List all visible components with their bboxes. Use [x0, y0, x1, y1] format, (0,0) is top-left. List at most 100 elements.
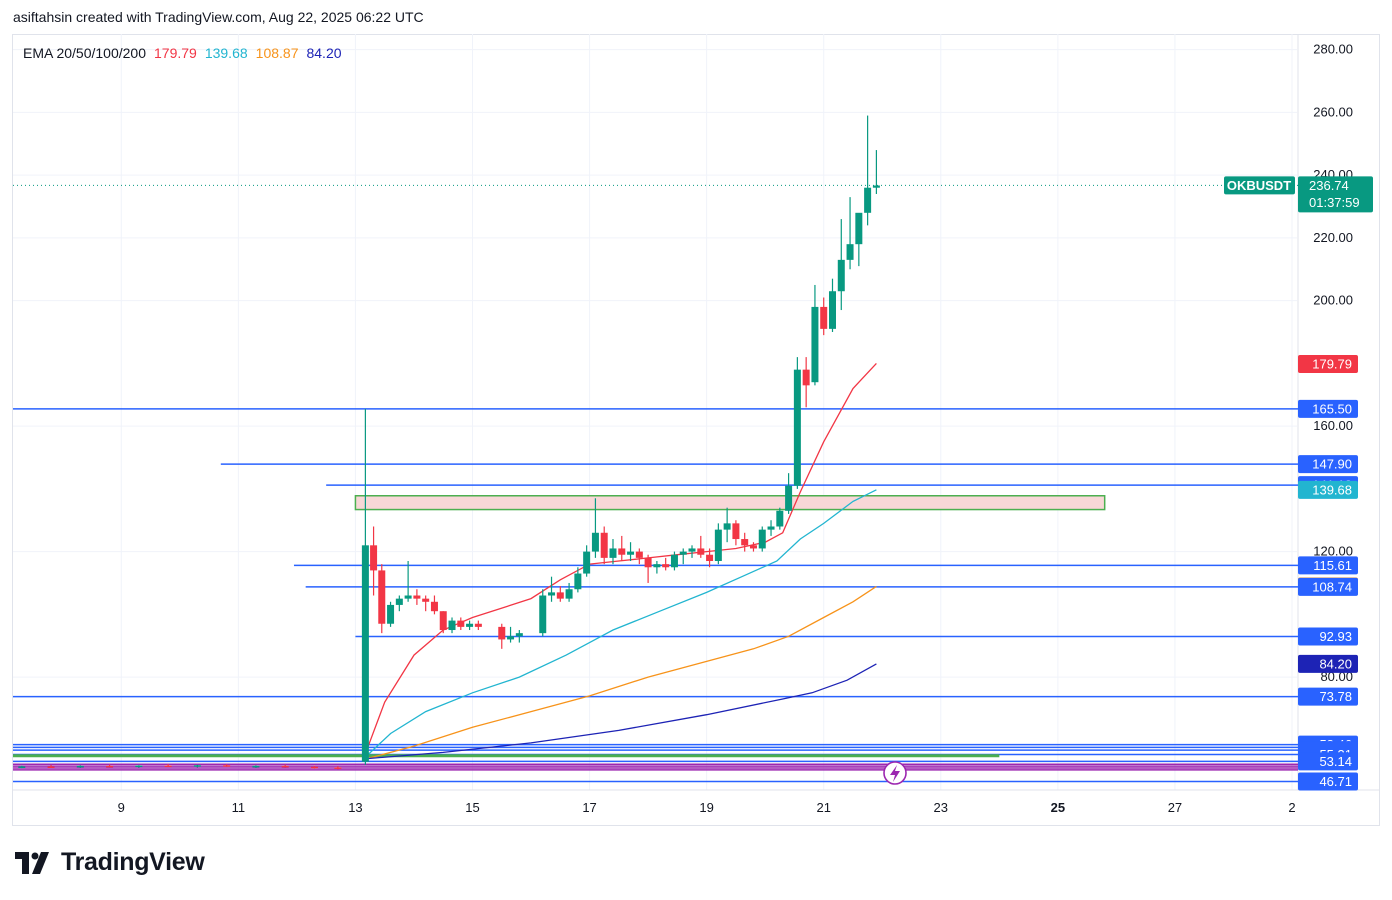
price-tag: 46.71 — [1298, 772, 1358, 791]
ema-line — [366, 585, 877, 760]
chart-credit: asiftahsin created with TradingView.com,… — [13, 9, 424, 25]
ema20-value: 179.79 — [154, 45, 197, 61]
price-axis: 280.00260.00240.00220.00200.00160.00120.… — [1313, 42, 1353, 684]
resistance-zone — [354, 495, 1106, 511]
candle — [556, 586, 564, 602]
price-tick-label: 280.00 — [1313, 42, 1353, 57]
candle — [600, 526, 608, 565]
price-tag-bg — [1298, 355, 1358, 374]
candle — [670, 551, 678, 571]
candle — [378, 564, 386, 634]
candle — [193, 764, 201, 768]
flash-icon[interactable] — [883, 761, 907, 785]
candle-body — [741, 539, 749, 546]
candle-body — [565, 589, 573, 599]
candle-body — [548, 592, 556, 596]
horizontal-lines — [13, 184, 1298, 783]
price-tag-bg — [1298, 399, 1358, 418]
price-tag-bg — [1298, 577, 1358, 596]
candle — [802, 357, 810, 408]
candle — [223, 764, 231, 767]
price-tick-label: 160.00 — [1313, 418, 1353, 433]
candle-body — [583, 551, 591, 574]
price-tag: 165.50 — [1298, 399, 1358, 418]
flash-icon-bolt — [890, 765, 900, 782]
candle-body — [723, 523, 731, 530]
time-tick-label: 15 — [465, 800, 479, 815]
price-tags: 179.79165.50147.90141.18139.68115.61108.… — [1298, 355, 1358, 791]
price-tag-label: 139.68 — [1312, 482, 1352, 497]
chart-panel[interactable] — [12, 34, 1380, 826]
tradingview-logo-icon — [15, 851, 53, 874]
candle-body — [662, 564, 670, 568]
candle — [539, 589, 547, 637]
ema200-value: 84.20 — [306, 45, 342, 61]
candle-body — [466, 623, 474, 627]
candle — [591, 498, 599, 558]
candle — [811, 284, 819, 386]
time-axis: 9 11 13 15 17 19 21 23 25 27 2 — [118, 800, 1296, 815]
price-tag-bg — [1298, 687, 1358, 706]
candle-body — [600, 532, 608, 558]
candle-body — [539, 595, 547, 634]
ema-line — [367, 663, 877, 760]
zone-rect — [354, 495, 1106, 511]
candle-body — [609, 548, 617, 558]
candle — [714, 523, 722, 565]
candle-body — [135, 765, 143, 768]
candle — [837, 219, 845, 311]
candle — [548, 576, 556, 602]
symbol-tag-label: OKBUSDT — [1227, 178, 1291, 193]
price-tag: 92.93 — [1298, 627, 1358, 646]
price-tag-label: 165.50 — [1312, 401, 1352, 416]
countdown-label: 01:37:59 — [1309, 195, 1360, 210]
tradingview-logo[interactable]: TradingView — [15, 848, 205, 877]
candle — [439, 611, 447, 634]
candle — [395, 595, 403, 612]
candle-body — [498, 626, 506, 640]
price-tag-label: 46.71 — [1319, 774, 1352, 789]
candle — [448, 617, 456, 634]
candle-body — [837, 259, 845, 292]
candle — [565, 582, 573, 602]
candle-body — [749, 545, 757, 549]
price-tag-label: 73.78 — [1319, 689, 1352, 704]
candle — [749, 542, 757, 552]
candle-body — [370, 545, 378, 571]
candle-body — [252, 765, 260, 768]
candle — [609, 539, 617, 565]
price-tag: 108.74 — [1298, 577, 1358, 596]
candle-body — [688, 548, 696, 552]
candle-body — [18, 766, 26, 768]
price-tag: 115.61 — [1298, 556, 1358, 575]
price-tag-label: 115.61 — [1313, 558, 1352, 573]
price-tag: 179.79 — [1298, 355, 1358, 374]
price-tag-bg — [1298, 627, 1358, 646]
candle-body — [310, 766, 318, 769]
candle — [76, 765, 84, 769]
candle — [846, 197, 854, 270]
candle — [644, 554, 652, 583]
price-tag-bg — [1298, 556, 1358, 575]
ema-legend[interactable]: EMA 20/50/100/200 179.79 139.68 108.87 8… — [23, 45, 342, 61]
ema-lines — [366, 362, 877, 760]
candle-body — [507, 636, 515, 640]
grid — [13, 34, 1380, 791]
candle-body — [802, 369, 810, 386]
candle — [387, 601, 395, 627]
candle-body — [793, 369, 801, 486]
candle-body — [706, 554, 714, 562]
candle-body — [422, 598, 430, 602]
price-tag-label: 84.20 — [1319, 656, 1352, 671]
time-tick-label: 11 — [232, 800, 246, 815]
candle — [370, 526, 378, 596]
candle — [697, 535, 705, 558]
ema50-value: 139.68 — [204, 45, 248, 61]
candle — [741, 532, 749, 552]
price-tag: 84.20 — [1298, 654, 1358, 673]
candle — [793, 357, 801, 489]
candle — [47, 764, 55, 768]
candle-body — [635, 551, 643, 558]
candle — [334, 766, 342, 770]
